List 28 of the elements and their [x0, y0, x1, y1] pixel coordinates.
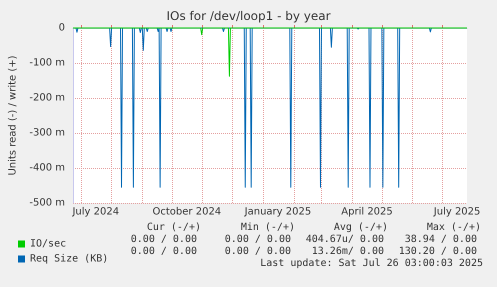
- y-tick-label: 0: [58, 22, 65, 34]
- y-tick-label: -500 m: [29, 198, 65, 208]
- text: 0.00 / 0.00: [224, 234, 291, 246]
- y-tick-label: -300 m: [29, 128, 65, 138]
- text: Min (-/+): [240, 222, 295, 234]
- text: 38.94 / 0.00: [404, 234, 477, 246]
- y-axis-title: Units read (-) / write (+): [8, 55, 18, 176]
- x-tick-label: July 2025: [432, 206, 480, 218]
- x-tick-label: July 2024: [71, 206, 120, 218]
- text: 404.67u/ 0.00: [306, 234, 384, 246]
- y-tick-label: -400 m: [29, 162, 65, 174]
- text: 13.26m/ 0.00: [312, 246, 384, 258]
- text: 0.00 / 0.00: [130, 246, 197, 258]
- x-tick-label: January 2025: [244, 206, 312, 218]
- x-tick-label: October 2024: [152, 206, 222, 218]
- text: 0.00 / 0.00: [130, 234, 197, 246]
- text: 0.00 / 0.00: [224, 246, 291, 258]
- y-tick-label: -200 m: [29, 92, 65, 104]
- text: Last update: Sat Jul 26 03:00:03 2025: [260, 258, 483, 270]
- x-tick-label: April 2025: [341, 206, 393, 218]
- legend-label: IO/sec: [30, 238, 66, 250]
- legend-label: Req Size (KB): [30, 254, 108, 264]
- text: Cur (-/+): [146, 222, 201, 234]
- y-tick-label: -100 m: [29, 58, 65, 68]
- text: 130.20 / 0.00: [398, 246, 477, 258]
- text: Max (-/+): [426, 222, 481, 234]
- text: Avg (-/+): [334, 222, 388, 234]
- chart-title: IOs for /dev/loop1 - by year: [166, 9, 331, 23]
